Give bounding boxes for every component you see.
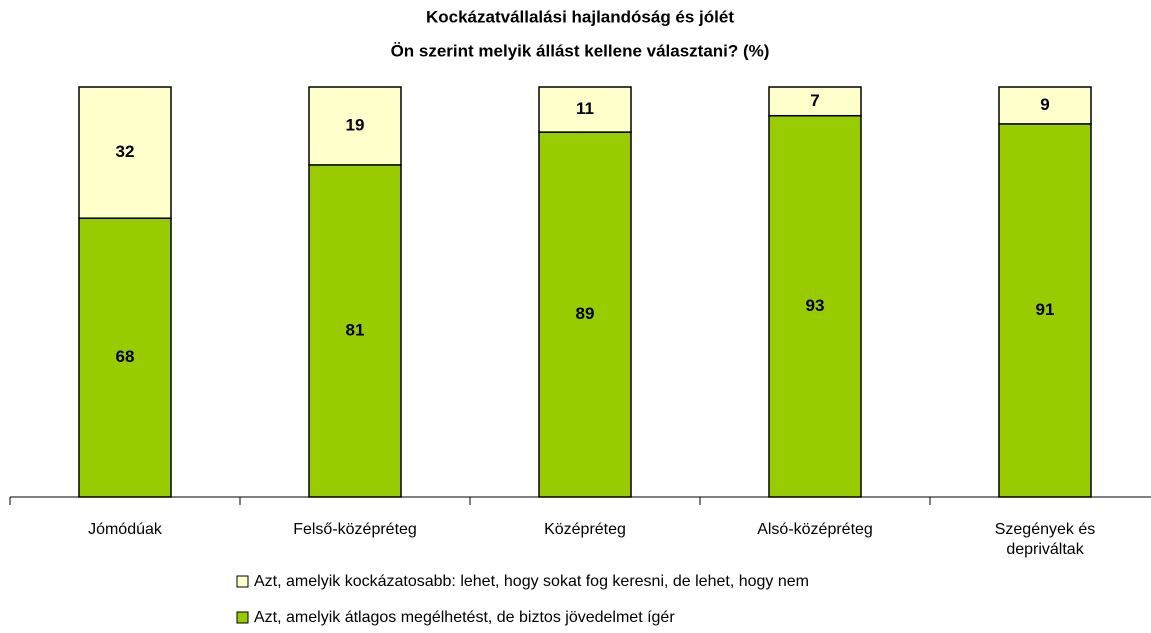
x-tick-label: Felső-középréteg [293,521,417,538]
data-label: 9 [1040,95,1049,114]
data-label: 32 [116,142,135,161]
bar-segment [998,123,1092,498]
bar-segment [78,217,172,498]
bar-segment [538,131,632,498]
data-label: 91 [1036,300,1055,319]
bar-segment [78,86,172,219]
bar-segment [768,86,862,117]
data-label: 19 [346,115,365,134]
x-tick-label: Alsó-középréteg [757,521,873,538]
data-label: 7 [810,91,819,110]
legend-swatch [236,575,249,588]
legend-swatch [236,611,249,624]
data-label: 93 [806,296,825,315]
bar-segment [998,86,1092,125]
data-label: 68 [116,347,135,366]
bar-segment [308,164,402,498]
x-tick-label: Jómódúak [88,521,162,538]
x-tick-label: Középréteg [544,521,626,538]
data-label: 11 [576,99,594,118]
chart-title: Kockázatvállalási hajlandóság és jólét [426,7,734,26]
legend-label: Azt, amelyik kockázatosabb: lehet, hogy … [254,573,809,590]
data-label: 89 [576,304,595,323]
bar-segment [308,86,402,166]
bar-segment [768,114,862,498]
legend-label: Azt, amelyik átlagos megélhetést, de biz… [254,609,675,626]
data-label: 81 [346,320,365,339]
bar-segment [538,86,632,133]
x-tick-label: Szegények és depriváltak [994,521,1096,558]
chart-subtitle: Ön szerint melyik állást kellene választ… [391,41,770,60]
